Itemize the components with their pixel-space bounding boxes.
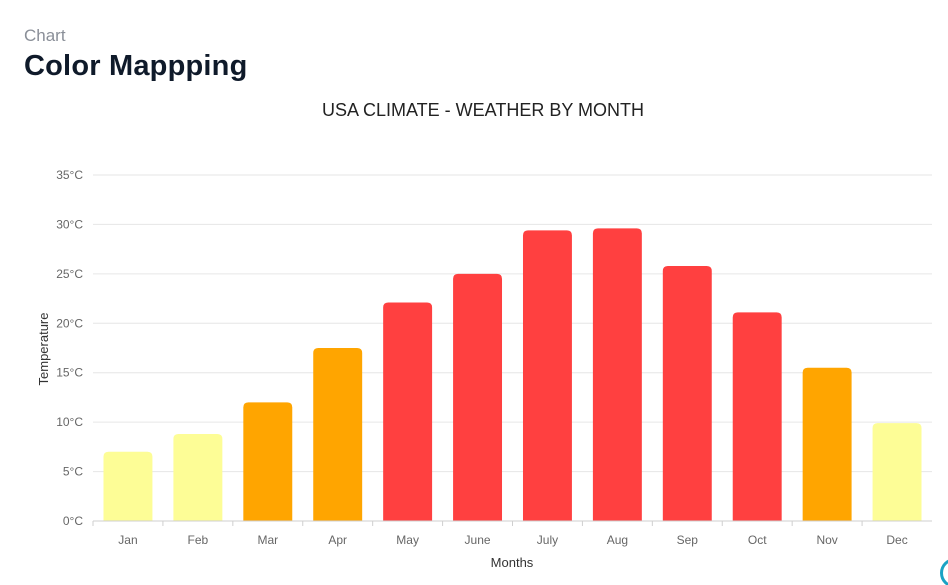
bar-may[interactable] — [383, 302, 433, 521]
gridlines — [93, 174, 932, 522]
y-tick-label: 15°C — [56, 366, 83, 380]
bar-oct[interactable] — [732, 312, 782, 521]
bar-aug[interactable] — [592, 228, 642, 521]
bar-apr[interactable] — [313, 348, 363, 521]
y-tick-label: 20°C — [56, 316, 83, 330]
bars — [103, 228, 922, 522]
bar-dec[interactable] — [872, 423, 922, 521]
y-tick-label: 0°C — [63, 514, 83, 528]
x-tick-label: Feb — [188, 533, 209, 547]
x-axis-title: Months — [491, 555, 534, 570]
bar-feb[interactable] — [173, 434, 223, 521]
x-tick-label: Jan — [118, 533, 137, 547]
bar-jan[interactable] — [103, 451, 153, 521]
x-tick-labels: Jan Feb Mar Apr May June July Aug Sep Oct Nov Dec — [92, 521, 908, 547]
y-tick-label: 25°C — [56, 267, 83, 281]
y-axis-title: Temperature — [36, 313, 51, 386]
y-tick-label: 5°C — [63, 465, 83, 479]
x-tick-label: Apr — [328, 533, 347, 547]
bar-june[interactable] — [453, 273, 503, 521]
bar-nov[interactable] — [802, 367, 852, 521]
x-tick-label: Nov — [816, 533, 837, 547]
x-tick-label: Sep — [677, 533, 699, 547]
page-title: Color Mappping — [24, 50, 248, 82]
bar-mar[interactable] — [243, 402, 293, 521]
bar-sep[interactable] — [662, 265, 712, 521]
y-tick-label: 10°C — [56, 415, 83, 429]
x-tick-label: Dec — [886, 533, 907, 547]
bar-july[interactable] — [522, 230, 572, 522]
x-tick-label: Aug — [607, 533, 628, 547]
x-tick-label: Oct — [748, 533, 767, 547]
chart-title: USA CLIMATE - WEATHER BY MONTH — [321, 100, 645, 120]
y-tick-label: 35°C — [56, 168, 83, 182]
y-tick-labels: 0°C 5°C 10°C 15°C 20°C 25°C 30°C 35°C — [56, 168, 83, 528]
x-tick-label: May — [396, 533, 419, 547]
y-tick-label: 30°C — [56, 217, 83, 231]
x-tick-label: June — [465, 533, 491, 547]
x-tick-label: July — [537, 533, 558, 547]
x-tick-label: Mar — [257, 533, 278, 547]
page-eyebrow: Chart — [24, 26, 66, 45]
